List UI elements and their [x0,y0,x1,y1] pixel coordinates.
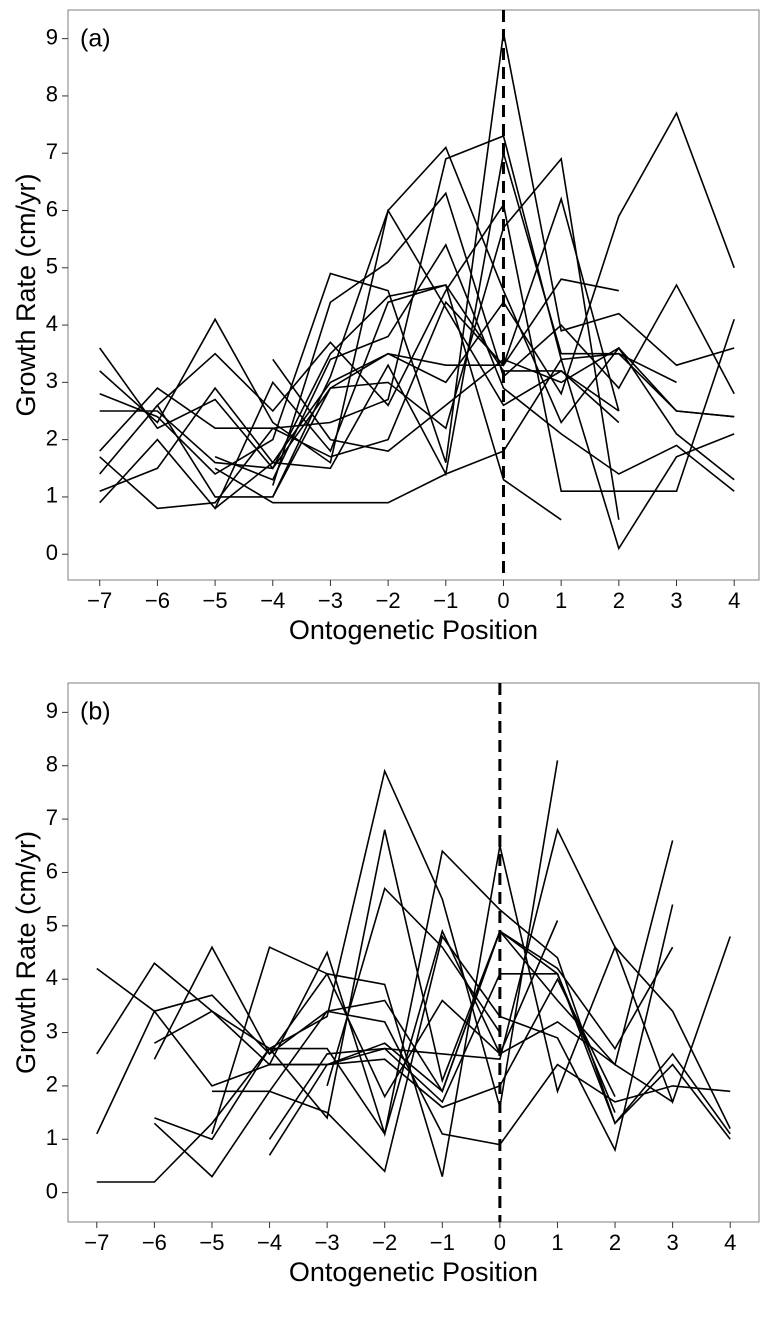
series-line [153,1010,731,1178]
series-line [99,111,735,492]
y-tick-label: 0 [46,1178,58,1203]
x-tick-label: −4 [260,588,285,613]
series-line [212,904,674,1173]
series-line [156,157,620,520]
x-tick-label: −4 [257,1230,282,1255]
y-tick-label: 9 [46,24,58,49]
x-tick-label: −6 [145,588,170,613]
series-line [269,977,616,1109]
y-tick-label: 3 [46,368,58,393]
series-line [96,760,559,1183]
x-tick-label: −1 [433,588,458,613]
x-tick-label: 2 [613,588,625,613]
series-line [154,920,559,1136]
series-line [153,845,731,1177]
series-line [272,208,620,498]
y-tick-label: 7 [46,139,58,164]
y-tick-label: 8 [46,82,58,107]
series-line [99,278,619,470]
y-tick-label: 4 [46,965,58,990]
series-line [268,929,674,1156]
panel-label: (a) [80,25,111,53]
series-line [99,202,735,492]
x-axis-label: Ontogenetic Position [289,1257,538,1287]
y-tick-label: 3 [46,1018,58,1043]
y-tick-label: 6 [46,858,58,883]
x-tick-label: 1 [551,1230,563,1255]
series-line [214,357,735,551]
y-tick-label: 7 [46,805,58,830]
x-tick-label: 0 [497,588,509,613]
x-tick-label: 4 [728,588,740,613]
panel-label: (b) [80,698,111,726]
series-line [99,284,562,521]
series-line [99,134,735,510]
series-line [99,196,620,458]
y-tick-label: 9 [46,698,58,723]
x-tick-label: −7 [87,588,112,613]
series-line [96,827,731,1135]
y-tick-label: 0 [46,540,58,565]
y-tick-label: 5 [46,254,58,279]
y-tick-label: 4 [46,311,58,336]
series-line [96,849,731,1138]
x-tick-label: 3 [670,588,682,613]
x-tick-label: −6 [142,1230,167,1255]
y-axis-label: Growth Rate (cm/yr) [11,831,41,1074]
plot-frame [67,682,760,1223]
y-tick-label: 1 [46,483,58,508]
y-tick-label: 8 [46,752,58,777]
series-line [99,32,735,476]
x-tick-label: −3 [318,588,343,613]
y-tick-label: 2 [46,425,58,450]
x-tick-label: −7 [84,1230,109,1255]
y-tick-label: 2 [46,1072,58,1097]
series-line [268,973,616,1140]
x-tick-label: −5 [203,588,228,613]
series-line [96,929,731,1140]
x-axis-label: Ontogenetic Position [289,615,538,645]
series-line [326,886,501,1087]
x-tick-label: −2 [376,588,401,613]
x-tick-label: 2 [609,1230,621,1255]
y-axis-label: Growth Rate (cm/yr) [11,173,41,416]
series-line [214,152,677,510]
x-tick-label: 4 [724,1230,736,1255]
plot-frame [67,9,760,581]
x-tick-label: 1 [555,588,567,613]
x-tick-label: 0 [494,1230,506,1255]
x-tick-label: −2 [372,1230,397,1255]
y-tick-label: 6 [46,196,58,221]
x-tick-label: −3 [315,1230,340,1255]
series-line [211,946,674,1135]
series-line [154,829,674,1141]
y-tick-label: 5 [46,912,58,937]
y-tick-label: 1 [46,1125,58,1150]
x-tick-label: −5 [199,1230,224,1255]
x-tick-label: 3 [667,1230,679,1255]
x-tick-label: −1 [430,1230,455,1255]
